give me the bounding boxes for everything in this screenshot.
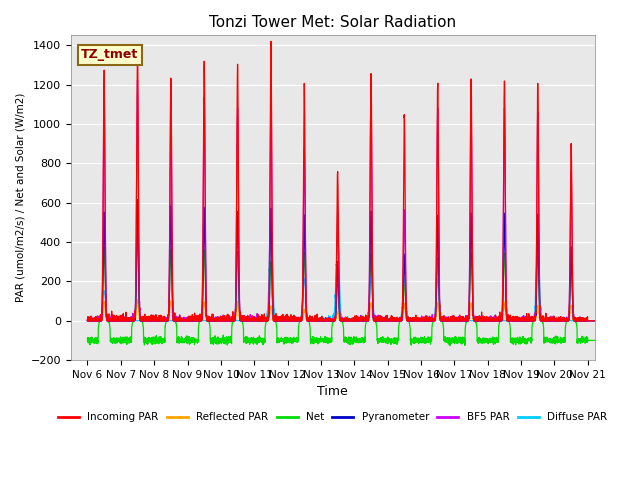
Text: TZ_tmet: TZ_tmet xyxy=(81,48,138,61)
Y-axis label: PAR (umol/m2/s) / Net and Solar (W/m2): PAR (umol/m2/s) / Net and Solar (W/m2) xyxy=(15,93,25,302)
X-axis label: Time: Time xyxy=(317,385,348,398)
Title: Tonzi Tower Met: Solar Radiation: Tonzi Tower Met: Solar Radiation xyxy=(209,15,456,30)
Legend: Incoming PAR, Reflected PAR, Net, Pyranometer, BF5 PAR, Diffuse PAR: Incoming PAR, Reflected PAR, Net, Pyrano… xyxy=(54,408,611,426)
